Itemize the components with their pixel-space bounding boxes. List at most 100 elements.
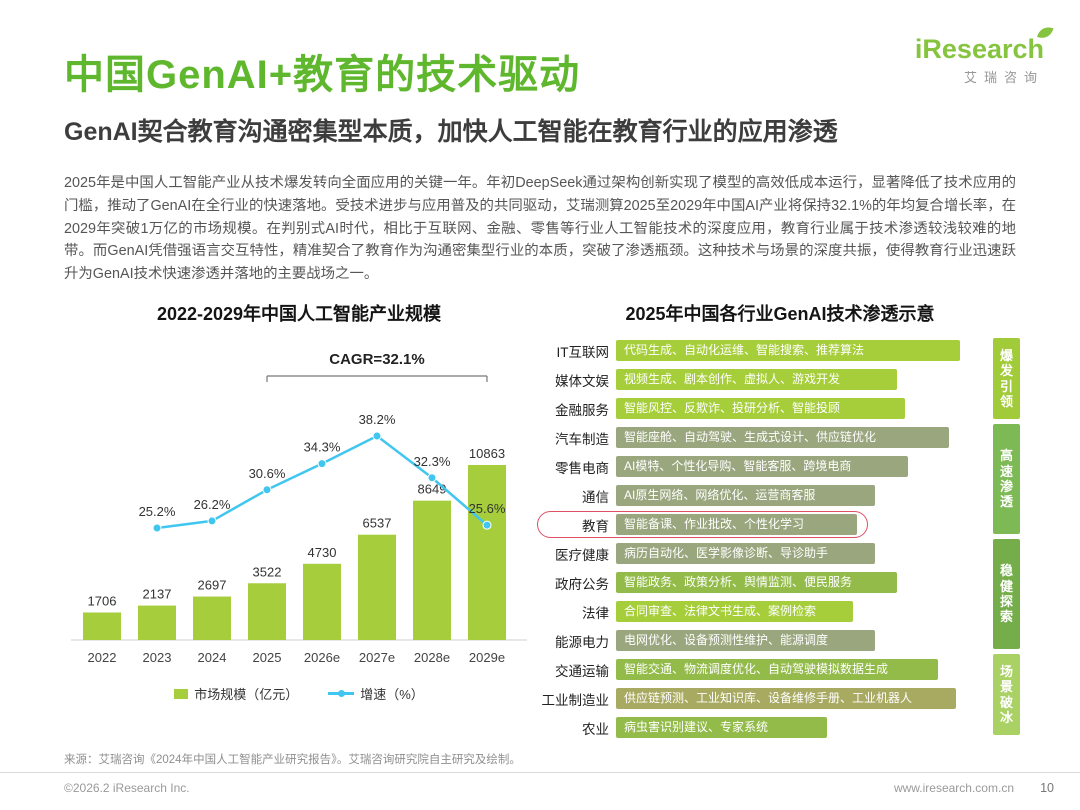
leaf-icon	[1034, 23, 1054, 47]
industry-row: 医疗健康 病历自动化、医学影像诊断、导诊助手	[540, 539, 986, 568]
market-bar	[193, 596, 231, 640]
industry-label: 工业制造业	[541, 692, 610, 708]
x-axis-label: 2028e	[414, 650, 450, 665]
industry-bar: 病虫害识别建议、专家系统	[616, 717, 827, 738]
page-subtitle: GenAI契合教育沟通密集型本质，加快人工智能在教育行业的应用渗透	[64, 118, 838, 146]
industry-bar-track: 智能交通、物流调度优化、自动驾驶模拟数据生成	[616, 659, 986, 680]
industry-bar-track: AI模特、个性化导购、智能客服、跨境电商	[616, 456, 986, 477]
industry-row: 能源电力 电网优化、设备预测性维护、能源调度	[540, 626, 986, 655]
industry-label: 媒体文娱	[555, 373, 609, 389]
market-bar	[138, 605, 176, 640]
industry-row: IT互联网 代码生成、自动化运维、智能搜索、推荐算法	[540, 336, 986, 365]
market-bar	[303, 563, 341, 640]
logo-row: iResearch	[915, 27, 1054, 65]
x-axis-label: 2025	[253, 650, 282, 665]
x-axis-label: 2022	[88, 650, 117, 665]
industry-label: IT互联网	[556, 344, 610, 360]
page-title: 中国GenAI+教育的技术驱动	[64, 53, 581, 97]
growth-dot	[427, 473, 437, 483]
industry-bar: 病历自动化、医学影像诊断、导诊助手	[616, 543, 875, 564]
industry-bar-track: 智能风控、反欺诈、投研分析、智能投顾	[616, 398, 986, 419]
industry-row: 通信 AI原生网络、网络优化、运营商客服	[540, 481, 986, 510]
line-legend-dot	[338, 690, 346, 697]
growth-dot	[152, 523, 162, 533]
industry-bar: 合同审查、法律文书生成、案例检索	[616, 601, 853, 622]
industry-bar-track: 智能座舱、自动驾驶、生成式设计、供应链优化	[616, 427, 986, 448]
industry-bar-track: 合同审查、法律文书生成、案例检索	[616, 601, 986, 622]
legend-label-market: 市场规模（亿元）	[194, 687, 299, 702]
cagr-annotation: CAGR=32.1%	[329, 351, 424, 368]
x-axis-label: 2024	[198, 650, 227, 665]
industry-bar-track: 电网优化、设备预测性维护、能源调度	[616, 630, 986, 651]
industry-label: 法律	[582, 605, 609, 621]
legend-label-growth: 增速（%）	[360, 687, 424, 702]
tier-block: 爆发引领	[993, 338, 1020, 419]
x-axis-label: 2029e	[469, 650, 505, 665]
industry-label: 汽车制造	[555, 431, 609, 447]
market-size-chart: 2022-2029年中国人工智能产业规模 1706 2022 2137 2023 269…	[62, 300, 536, 703]
industry-bar: AI模特、个性化导购、智能客服、跨境电商	[616, 456, 909, 477]
line-legend-swatch	[328, 690, 355, 697]
industry-row: 法律 合同审查、法律文书生成、案例检索	[540, 597, 986, 626]
industry-bar: 智能风控、反欺诈、投研分析、智能投顾	[616, 398, 905, 419]
website-url: www.iresearch.com.cn	[893, 781, 1014, 795]
industry-bar-track: 供应链预测、工业知识库、设备维修手册、工业机器人	[616, 688, 986, 709]
bar-value-label: 8649	[418, 482, 447, 497]
industry-bar: 智能交通、物流调度优化、自动驾驶模拟数据生成	[616, 659, 938, 680]
industry-row: 媒体文娱 视频生成、剧本创作、虚拟人、游戏开发	[540, 365, 986, 394]
industry-bar-track: 病历自动化、医学影像诊断、导诊助手	[616, 543, 986, 564]
industry-bar-track: AI原生网络、网络优化、运营商客服	[616, 485, 986, 506]
bar-value-label: 1706	[88, 594, 117, 609]
x-axis-label: 2023	[143, 650, 172, 665]
industry-rows: IT互联网 代码生成、自动化运维、智能搜索、推荐算法 媒体文娱 视频生成、剧本创作、虚…	[537, 336, 986, 742]
industry-row: 政府公务 智能政务、政策分析、舆情监测、便民服务	[540, 568, 986, 597]
bar-value-label: 6537	[363, 516, 392, 531]
industry-bar: 智能政务、政策分析、舆情监测、便民服务	[616, 572, 898, 593]
growth-label: 25.6%	[469, 501, 506, 516]
industry-label: 零售电商	[555, 460, 609, 476]
penetration-body: IT互联网 代码生成、自动化运维、智能搜索、推荐算法 媒体文娱 视频生成、剧本创作、虚…	[537, 336, 1020, 742]
bar-value-label: 3522	[253, 564, 282, 579]
industry-label: 教育	[582, 518, 609, 534]
growth-dot	[482, 520, 492, 530]
bar-value-label: 10863	[469, 446, 505, 461]
industry-bar-track: 视频生成、剧本创作、虚拟人、游戏开发	[616, 369, 986, 390]
left-chart-title: 2022-2029年中国人工智能产业规模	[156, 304, 442, 324]
page-number: 10	[1040, 781, 1054, 795]
legend-item-market: 市场规模（亿元）	[174, 684, 298, 703]
industry-bar: 供应链预测、工业知识库、设备维修手册、工业机器人	[616, 688, 957, 709]
industry-label: 通信	[582, 489, 609, 505]
industry-bar: 电网优化、设备预测性维护、能源调度	[616, 630, 875, 651]
industry-row: 交通运输 智能交通、物流调度优化、自动驾驶模拟数据生成	[540, 655, 986, 684]
growth-label: 26.2%	[194, 497, 231, 512]
industry-row: 零售电商 AI模特、个性化导购、智能客服、跨境电商	[540, 452, 986, 481]
tier-column: 爆发引领高速渗透稳健探索场景破冰	[993, 338, 1020, 740]
logo-subtext: 艾瑞咨询	[963, 70, 1044, 85]
growth-dot	[317, 459, 327, 469]
industry-label: 政府公务	[555, 576, 609, 592]
intro-paragraph: 2025年是中国人工智能产业从技术爆发转向全面应用的关键一年。年初DeepSee…	[64, 175, 1016, 282]
growth-dot	[372, 431, 382, 441]
growth-label: 25.2%	[139, 504, 176, 519]
industry-bar: 智能备课、作业批改、个性化学习	[616, 514, 857, 535]
tier-block: 稳健探索	[993, 539, 1020, 649]
industry-label: 交通运输	[555, 663, 609, 679]
legend-item-growth: 增速（%）	[328, 684, 424, 703]
x-axis-label: 2026e	[304, 650, 340, 665]
industry-label: 能源电力	[555, 634, 609, 650]
industry-bar: 视频生成、剧本创作、虚拟人、游戏开发	[616, 369, 898, 390]
growth-label: 38.2%	[359, 412, 396, 427]
iresearch-logo: iResearch 艾瑞咨询	[915, 27, 1054, 86]
industry-row: 工业制造业 供应链预测、工业知识库、设备维修手册、工业机器人	[540, 684, 986, 713]
bar-legend-swatch	[174, 688, 189, 699]
growth-dot	[207, 516, 217, 526]
market-bar	[413, 500, 451, 640]
tier-block: 场景破冰	[993, 654, 1020, 735]
industry-bar: 智能座舱、自动驾驶、生成式设计、供应链优化	[616, 427, 949, 448]
penetration-chart: 2025年中国各行业GenAI技术渗透示意 IT互联网 代码生成、自动化运维、智能…	[537, 300, 1020, 742]
industry-bar-track: 智能政务、政策分析、舆情监测、便民服务	[616, 572, 986, 593]
industry-row: 金融服务 智能风控、反欺诈、投研分析、智能投顾	[540, 394, 986, 423]
market-bar	[248, 583, 286, 640]
bar-value-label: 2137	[143, 587, 172, 602]
